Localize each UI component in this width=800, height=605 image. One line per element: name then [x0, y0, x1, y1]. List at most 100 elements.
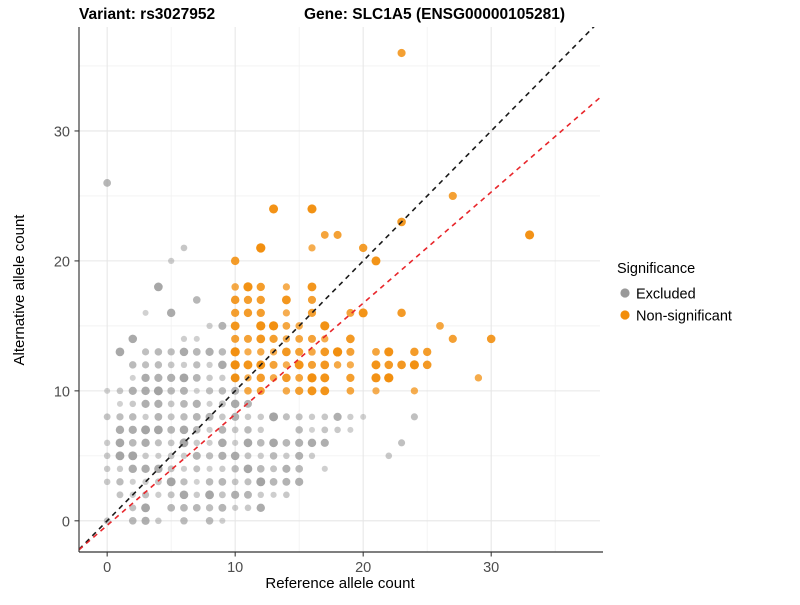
data-point	[218, 425, 227, 434]
legend-title: Significance	[617, 261, 695, 277]
data-point	[154, 361, 163, 369]
data-point	[179, 347, 189, 357]
data-point	[360, 413, 367, 420]
data-point	[129, 361, 137, 369]
data-point	[232, 439, 239, 446]
data-point	[230, 347, 240, 357]
data-point	[116, 400, 123, 407]
data-point	[103, 413, 111, 421]
data-point	[282, 387, 291, 395]
data-point	[180, 335, 188, 342]
data-point	[193, 465, 201, 473]
data-point	[167, 491, 175, 499]
data-point	[141, 516, 150, 525]
data-point	[192, 412, 201, 421]
data-point	[257, 348, 265, 356]
data-point	[205, 452, 214, 460]
data-point	[423, 347, 432, 357]
data-point	[193, 491, 201, 499]
data-point	[448, 334, 457, 343]
data-point	[295, 426, 303, 434]
data-point	[116, 478, 124, 486]
data-point	[180, 244, 188, 252]
data-point	[243, 438, 253, 448]
data-point	[307, 334, 316, 343]
data-point	[346, 347, 355, 356]
data-point	[346, 334, 355, 344]
data-point	[128, 386, 137, 395]
data-point	[321, 413, 329, 421]
data-point	[128, 516, 137, 525]
data-point	[332, 347, 343, 357]
data-point	[179, 373, 189, 383]
data-point	[256, 295, 265, 305]
data-point	[153, 425, 163, 435]
data-point	[256, 373, 265, 383]
legend-swatch	[620, 288, 630, 298]
data-point	[256, 503, 265, 513]
data-point	[219, 413, 226, 421]
data-point	[243, 308, 253, 318]
y-tick-label: 0	[62, 514, 70, 530]
data-point	[372, 387, 380, 395]
data-point	[167, 400, 175, 408]
data-point	[410, 347, 419, 357]
data-point	[231, 478, 239, 486]
data-point	[180, 361, 188, 369]
data-point	[218, 491, 226, 499]
data-point	[525, 230, 535, 240]
data-point	[257, 426, 264, 434]
data-point	[129, 400, 137, 408]
data-point	[141, 464, 150, 474]
data-point	[244, 452, 252, 460]
y-axis-title: Alternative allele count	[11, 214, 28, 366]
data-point	[141, 438, 150, 448]
data-point	[218, 477, 227, 486]
data-point	[206, 426, 213, 433]
data-point	[230, 399, 240, 409]
data-point	[269, 452, 278, 460]
data-point	[384, 373, 394, 383]
data-point	[295, 373, 304, 382]
data-point	[103, 478, 111, 486]
plot-axes: 0 10 20 30 0 10 20 30	[54, 27, 603, 576]
data-point	[205, 490, 214, 500]
data-point	[179, 425, 189, 435]
data-point	[141, 348, 150, 356]
data-point	[333, 361, 342, 369]
data-point	[218, 438, 227, 448]
legend-label: Excluded	[636, 287, 696, 303]
data-point	[244, 504, 252, 512]
data-point	[282, 309, 290, 317]
data-point	[180, 478, 188, 486]
data-point	[129, 504, 137, 512]
data-point	[243, 464, 253, 474]
data-point	[192, 451, 201, 460]
variant-title: Variant: rs3027952	[79, 6, 215, 23]
data-point	[116, 387, 124, 395]
data-point	[243, 295, 253, 305]
data-point	[206, 465, 213, 472]
data-point	[116, 465, 124, 472]
data-point	[154, 348, 163, 356]
data-point	[103, 465, 111, 473]
data-point	[244, 426, 252, 434]
data-point	[282, 347, 291, 357]
data-point	[154, 399, 163, 408]
data-point	[256, 439, 265, 447]
data-point	[385, 452, 393, 460]
data-point	[142, 452, 149, 460]
data-point	[180, 400, 188, 408]
data-point	[256, 465, 265, 473]
data-point	[282, 438, 291, 447]
data-point	[167, 465, 175, 473]
data-point	[180, 517, 188, 525]
data-point	[321, 426, 329, 434]
reference-line-fitted-ratio	[79, 96, 600, 551]
data-point	[347, 426, 354, 433]
data-point	[320, 231, 329, 239]
data-point	[116, 491, 124, 499]
data-point	[295, 335, 304, 343]
